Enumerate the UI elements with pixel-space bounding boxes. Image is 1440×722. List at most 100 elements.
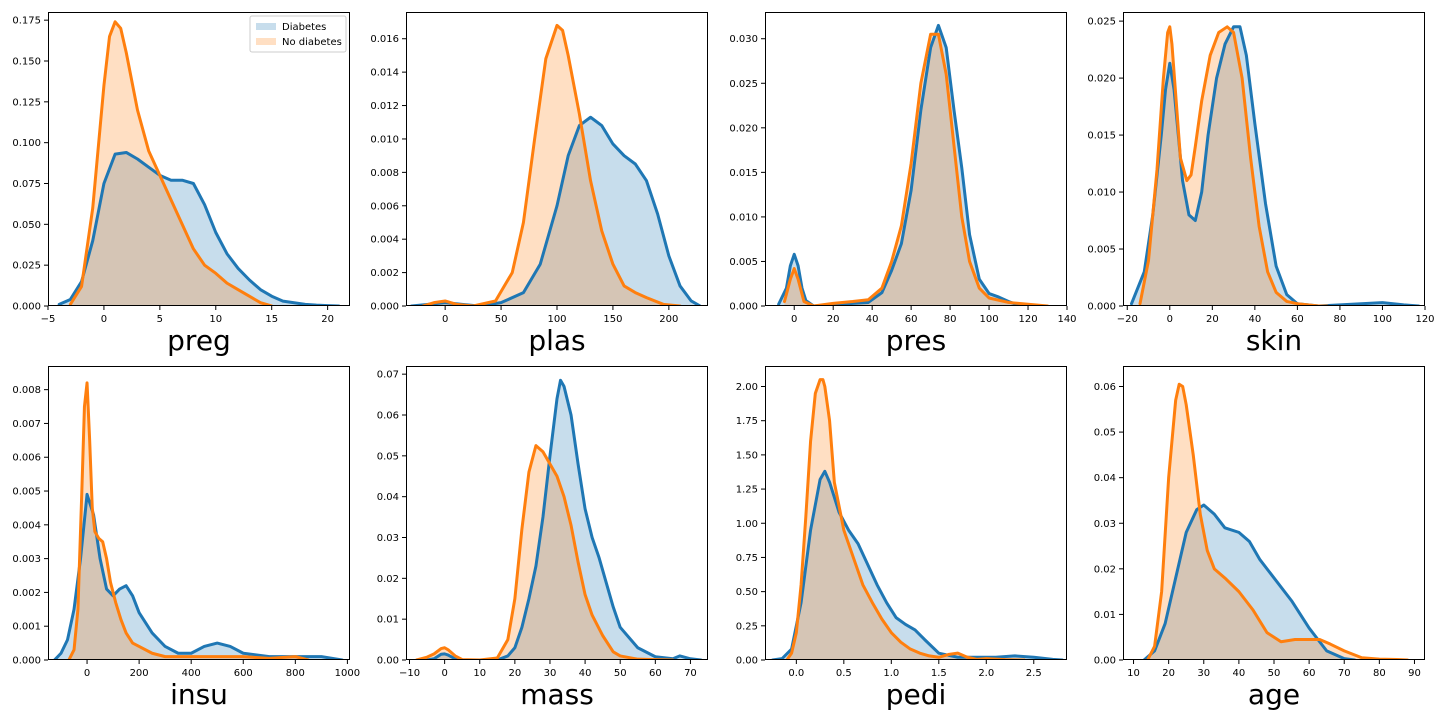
y-tick-label: 0.01 xyxy=(377,615,399,626)
y-tick-label: 0.002 xyxy=(12,588,41,599)
y-tick-label: 2.00 xyxy=(736,382,758,393)
subplot-plas: 0 50 100 150 200 0.000 0.002 0.004 0.006 0.008 0.0… xyxy=(370,12,708,357)
x-tick-label: 40 xyxy=(579,668,592,679)
y-tick-label: 0.004 xyxy=(370,235,399,246)
y-tick-label: 0.025 xyxy=(729,79,758,90)
y-tick-label: 0.000 xyxy=(729,302,758,313)
legend-label: No diabetes xyxy=(282,37,342,48)
axes-frame xyxy=(1123,12,1425,306)
x-tick-label: 60 xyxy=(1291,314,1304,325)
subplot-preg: −5 0 5 10 15 20 0.000 0.025 0.050 0.075 0.100 0.125… xyxy=(12,12,350,357)
x-tick-label: −20 xyxy=(1117,314,1138,325)
x-tick-label: 5 xyxy=(157,314,163,325)
y-tick-label: 0.002 xyxy=(370,268,399,279)
axes-frame xyxy=(48,12,350,306)
y-tick-label: 0.50 xyxy=(736,587,758,598)
density-fill-no-diabetes xyxy=(1147,384,1408,660)
y-tick-label: 0.00 xyxy=(1094,656,1116,667)
y-tick-label: 0.008 xyxy=(12,385,41,396)
y-tick-label: 1.25 xyxy=(736,485,758,496)
subplot-pres: 0 20 40 60 80 100 120 140 0.000 0.005 0.010 0.015 0.… xyxy=(729,12,1077,357)
y-tick-label: 0.03 xyxy=(1094,519,1116,530)
x-tick-label: 50 xyxy=(495,314,508,325)
density-fill-diabetes xyxy=(1131,26,1419,306)
x-tick-label: 100 xyxy=(547,314,566,325)
x-tick-label: 200 xyxy=(659,314,678,325)
y-tick-label: 0.005 xyxy=(1087,245,1116,256)
x-axis-label: mass xyxy=(520,678,594,711)
y-tick-label: 0.06 xyxy=(377,411,399,422)
density-line-diabetes xyxy=(57,150,341,306)
x-tick-label: 80 xyxy=(944,314,957,325)
density-fill-no-diabetes xyxy=(68,382,309,660)
axes-frame xyxy=(406,12,708,306)
density-line-no-diabetes xyxy=(1146,382,1409,660)
y-tick-label: 0.100 xyxy=(12,138,41,149)
x-tick-label: 40 xyxy=(1248,314,1261,325)
legend-box xyxy=(249,15,347,53)
density-fill-no-diabetes xyxy=(786,379,1025,660)
y-tick-label: 0.014 xyxy=(370,68,399,79)
legend-swatch xyxy=(256,38,276,45)
y-tick-label: 0.175 xyxy=(12,16,41,27)
density-line-diabetes xyxy=(1142,503,1357,660)
x-tick-label: 70 xyxy=(1338,668,1351,679)
y-tick-label: 0.010 xyxy=(729,212,758,223)
y-tick-label: 0.015 xyxy=(1087,131,1116,142)
x-tick-label: 120 xyxy=(1415,314,1434,325)
x-tick-label: 150 xyxy=(603,314,622,325)
x-tick-label: 20 xyxy=(827,314,840,325)
y-tick-label: 0.020 xyxy=(729,123,758,134)
legend: Diabetes No diabetes xyxy=(249,15,347,53)
y-tick-label: 0.150 xyxy=(12,57,41,68)
density-fill-no-diabetes xyxy=(784,34,1048,306)
density-line-no-diabetes xyxy=(785,378,1026,660)
y-tick-label: 0.25 xyxy=(736,621,758,632)
x-tick-label: 600 xyxy=(234,668,253,679)
y-tick-label: 0.75 xyxy=(736,553,758,564)
x-tick-label: 40 xyxy=(866,314,879,325)
y-tick-label: 0.010 xyxy=(1087,188,1116,199)
y-tick-label: 0.015 xyxy=(729,168,758,179)
x-tick-label: 800 xyxy=(286,668,305,679)
density-fill-diabetes xyxy=(772,471,1063,660)
y-tick-label: 0.02 xyxy=(1094,564,1116,575)
y-tick-label: 0.05 xyxy=(1094,428,1116,439)
y-tick-label: 0.000 xyxy=(370,302,399,313)
x-tick-label: 1000 xyxy=(335,668,360,679)
x-tick-label: 0 xyxy=(441,668,447,679)
x-tick-label: 120 xyxy=(1018,314,1037,325)
x-tick-label: 20 xyxy=(1206,314,1219,325)
y-tick-label: 0.075 xyxy=(12,179,41,190)
x-tick-label: 100 xyxy=(1373,314,1392,325)
x-tick-label: 80 xyxy=(1334,314,1347,325)
x-tick-label: 200 xyxy=(130,668,149,679)
y-tick-label: 0.05 xyxy=(377,451,399,462)
x-tick-label: 2.5 xyxy=(1026,668,1042,679)
axes-frame xyxy=(48,366,350,660)
y-tick-label: 0.004 xyxy=(12,520,41,531)
y-tick-label: 1.00 xyxy=(736,519,758,530)
y-tick-label: 0.02 xyxy=(377,574,399,585)
x-axis-label: pres xyxy=(886,324,946,357)
legend-label: Diabetes xyxy=(282,22,326,33)
x-tick-label: 0 xyxy=(442,314,448,325)
x-tick-label: 0.5 xyxy=(836,668,852,679)
y-tick-label: 0.006 xyxy=(370,201,399,212)
y-tick-label: 0.000 xyxy=(1087,302,1116,313)
x-tick-label: 40 xyxy=(1233,668,1246,679)
x-tick-label: 1.5 xyxy=(931,668,947,679)
y-tick-label: 0.005 xyxy=(729,257,758,268)
x-tick-label: 100 xyxy=(980,314,999,325)
plot-area xyxy=(765,366,1067,660)
density-fill-diabetes xyxy=(427,380,701,660)
density-fill-no-diabetes xyxy=(416,445,673,660)
y-tick-label: 0.000 xyxy=(12,302,41,313)
y-tick-label: 0.04 xyxy=(1094,473,1116,484)
x-tick-label: 0 xyxy=(1167,314,1173,325)
x-tick-label: 0 xyxy=(84,668,90,679)
density-fill-no-diabetes xyxy=(70,21,272,306)
subplot-mass: −10 0 10 20 30 40 50 60 70 0.00 0.01 0.02 0.03 0.04 0.… xyxy=(377,366,708,711)
plot-area xyxy=(406,12,708,306)
